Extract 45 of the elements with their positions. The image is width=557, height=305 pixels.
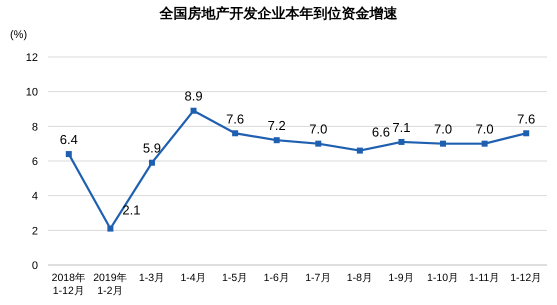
text: 6.6 (372, 124, 390, 140)
x-tick-label: 1-10月 (427, 272, 460, 284)
chart-title: 全国房地产开发企业本年到位资金增速 (158, 5, 398, 21)
text: 7.0 (434, 122, 452, 137)
text: 7.6 (226, 111, 244, 126)
text: 6.4 (60, 132, 78, 148)
point (190, 108, 197, 114)
point (398, 138, 404, 145)
x-tick-label: 1-4月 (180, 272, 207, 284)
point (315, 140, 322, 147)
x-tick-label: 1-6月 (264, 272, 290, 284)
point (482, 140, 488, 147)
point (274, 137, 280, 144)
point (523, 130, 530, 136)
point (440, 140, 446, 147)
text: 7.0 (476, 122, 494, 137)
x-tick-label: 1-8月 (346, 272, 373, 284)
y-tick-label: 6 (32, 156, 38, 168)
x-tick-label: 2019年 1-2月 (93, 272, 128, 298)
y-axis-title: (%) (10, 29, 28, 41)
point (356, 148, 363, 154)
y-tick-label: 12 (26, 52, 38, 64)
text: 7.0 (309, 122, 328, 137)
point (232, 130, 238, 136)
point (148, 160, 155, 166)
y-tick-label: 8 (32, 121, 38, 134)
text: 5.9 (142, 140, 161, 156)
text: 7.6 (517, 111, 536, 126)
point (66, 151, 72, 158)
x-tick-label: 1-7月 (305, 272, 332, 284)
x-tick-label: 2018年 1-12月 (52, 272, 86, 298)
point (107, 226, 114, 232)
text: 7.1 (392, 120, 410, 135)
text: 8.9 (184, 88, 203, 104)
y-tick-label: 2 (32, 225, 38, 238)
text: 7.2 (268, 118, 286, 134)
x-tick-label: 1-11月 (469, 272, 500, 284)
y-tick-label: 4 (32, 190, 38, 203)
y-tick-label: 10 (26, 86, 38, 99)
text: 2.1 (122, 202, 140, 218)
y-tick-label: 0 (32, 260, 38, 272)
x-tick-label: 1-5月 (222, 272, 248, 284)
x-tick-label: 1-12月 (510, 272, 542, 284)
x-tick-label: 1-9月 (388, 272, 415, 284)
x-tick-label: 1-3月 (138, 272, 166, 284)
